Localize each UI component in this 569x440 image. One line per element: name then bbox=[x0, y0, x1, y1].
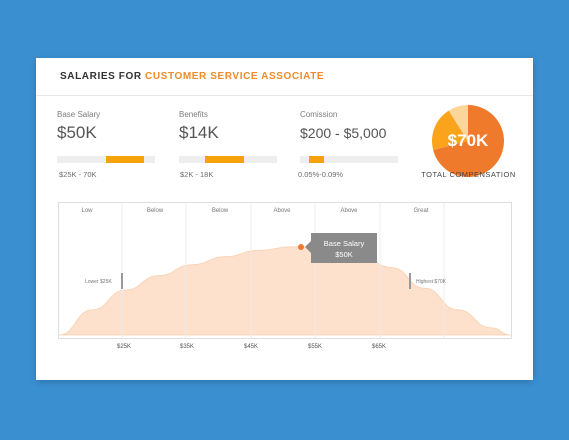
metric-benefits: Benefits $14K bbox=[179, 110, 219, 143]
x-tick-label: $45K bbox=[243, 344, 258, 350]
page-title: SALARIES FOR CUSTOMER SERVICE ASSOCIATE bbox=[60, 71, 324, 82]
x-tick-label: $35K bbox=[179, 344, 194, 350]
range-bar-fill bbox=[106, 156, 145, 163]
tooltip-pointer bbox=[305, 241, 311, 253]
highest-marker-label: Highest $70K bbox=[416, 279, 447, 285]
metric-range: $2K - 18K bbox=[180, 170, 214, 179]
pie-slice-commission bbox=[448, 105, 468, 141]
distribution-area bbox=[59, 246, 511, 336]
tooltip-value: $50K bbox=[335, 250, 353, 259]
total-compensation-pie: $70K bbox=[432, 105, 504, 177]
metric-label: Base Salary bbox=[57, 110, 101, 119]
metric-commission: Comission $200 - $5,000 bbox=[300, 110, 386, 141]
x-tick-label: $55K bbox=[307, 344, 322, 350]
column-label: Above bbox=[273, 208, 291, 214]
title-role: CUSTOMER SERVICE ASSOCIATE bbox=[145, 71, 325, 82]
metric-label: Benefits bbox=[179, 110, 208, 119]
metric-range: 0.05%-0.09% bbox=[298, 170, 344, 179]
column-label: Below bbox=[146, 208, 164, 214]
salary-distribution-chart: Low Below Below Above Above Great Lower … bbox=[58, 202, 512, 339]
lower-marker bbox=[121, 273, 123, 289]
metric-value: $200 - $5,000 bbox=[300, 125, 387, 141]
metric-value: $14K bbox=[179, 123, 219, 142]
x-tick-label: $65K bbox=[371, 344, 386, 350]
range-bar-benefits bbox=[179, 156, 277, 163]
pie-slice-base bbox=[433, 105, 504, 177]
column-label: Below bbox=[211, 208, 229, 214]
lower-marker-label: Lower $25K bbox=[85, 279, 112, 285]
range-bar-fill bbox=[205, 156, 244, 163]
x-tick-label: $25K bbox=[116, 344, 131, 350]
total-value: $70K bbox=[447, 131, 489, 150]
metric-range: $25K - 70K bbox=[59, 170, 97, 179]
range-bar-base-salary bbox=[57, 156, 155, 163]
card-header: SALARIES FOR CUSTOMER SERVICE ASSOCIATE bbox=[36, 58, 533, 96]
distribution-plot bbox=[59, 203, 511, 338]
column-label: Low bbox=[81, 208, 93, 214]
pie-slice-benefits bbox=[432, 110, 468, 150]
metric-base-salary: Base Salary $50K bbox=[57, 110, 100, 143]
column-label: Above bbox=[340, 208, 358, 214]
highest-marker bbox=[409, 273, 411, 289]
title-prefix: SALARIES FOR bbox=[60, 71, 146, 82]
base-salary-tooltip: Base Salary $50K bbox=[305, 233, 377, 263]
salary-card: SALARIES FOR CUSTOMER SERVICE ASSOCIATE … bbox=[36, 58, 533, 380]
range-bar-fill bbox=[308, 156, 325, 163]
metric-label: Comission bbox=[300, 110, 338, 119]
pie-chart bbox=[432, 105, 504, 177]
tooltip-title: Base Salary bbox=[323, 239, 365, 248]
total-label: TOTAL COMPENSATION bbox=[421, 170, 516, 179]
range-bar-commission bbox=[300, 156, 398, 163]
column-label: Great bbox=[413, 208, 429, 214]
metric-value: $50K bbox=[57, 123, 97, 142]
base-salary-point[interactable] bbox=[298, 244, 304, 250]
